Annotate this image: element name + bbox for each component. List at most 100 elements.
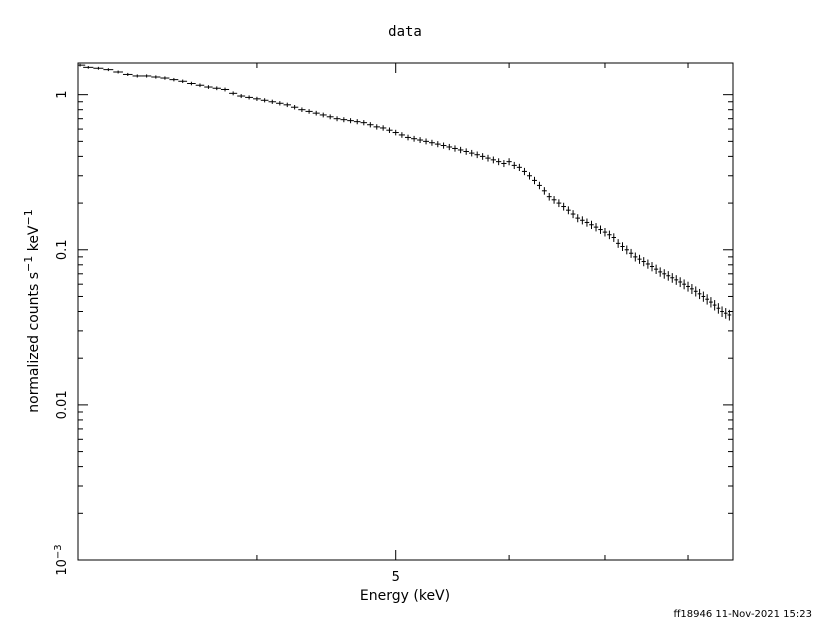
data-point [620,242,625,252]
data-point [83,65,94,69]
data-point [113,70,123,74]
footer-stamp: ff18946 11-Nov-2021 15:23 [673,609,812,620]
data-point [169,77,179,82]
data-point [283,102,291,108]
data-point [479,153,486,160]
data-point [220,87,230,92]
data-point [598,225,603,234]
data-point [398,132,405,138]
data-point [584,218,590,227]
data-point [709,297,713,308]
data-point [212,86,221,91]
data-point [654,264,659,274]
data-point [641,257,646,267]
data-point [237,94,246,99]
data-point [602,227,608,237]
data-point [682,279,687,290]
data-point [122,72,133,76]
data-point [103,68,114,72]
data-point [575,214,581,223]
data-point [516,163,522,172]
data-point [446,143,453,151]
data-point [429,139,435,146]
data-point [260,98,269,103]
y-axis-label-mid: keV [26,225,42,256]
data-point [305,109,313,114]
data-point [78,63,86,67]
data-point [187,81,196,86]
data-point [204,85,213,89]
data-point [434,141,441,148]
data-point [496,158,502,166]
data-point [727,309,732,321]
data-point [440,142,447,149]
data-point [511,161,517,170]
y-tick-label: 0.1 [55,239,70,260]
data-point [580,216,585,225]
data-point [551,196,557,204]
data-point [556,199,562,208]
axis-ticks: 1 0.1 0.01 10−3 5 [53,63,733,585]
data-point [268,99,277,104]
data-point [697,288,702,300]
data-point [506,158,512,166]
x-tick-label: 5 [392,570,400,585]
data-point [333,116,341,122]
data-point [93,66,104,70]
data-point [526,172,532,180]
y-tick-label: 1 [55,91,70,99]
data-point [141,74,152,78]
data-point [705,294,710,305]
data-point [353,119,361,125]
data-point [245,95,254,100]
data-point [347,118,354,124]
data-point [649,262,655,272]
data-point [379,125,387,131]
data-point [373,124,380,130]
data-point [570,210,576,219]
data-point [490,156,497,164]
chart-title: data [388,24,422,40]
data-point [670,273,675,283]
data-point [546,192,552,201]
data-point [611,233,616,242]
data-point [392,129,399,136]
data-point [689,284,694,295]
data-point [340,117,348,123]
data-point [701,291,706,302]
data-point [686,281,690,292]
data-point [229,91,238,96]
data-point [716,303,721,314]
y-tick-label: 10−3 [53,544,70,575]
data-point [411,135,418,142]
data-point [160,76,170,80]
y-axis-label-sup1: −1 [22,256,35,272]
data-point [607,230,612,240]
data-point [720,306,724,317]
data-point [417,137,424,144]
data-point [485,154,491,162]
data-point [566,206,571,215]
data-point [712,300,717,311]
data-points [78,63,732,321]
data-point [276,101,284,106]
data-point [658,267,663,277]
data-point [178,79,188,84]
y-axis-label-sup2: −1 [22,209,35,225]
data-point [628,248,634,258]
data-point [319,112,327,118]
data-point [151,75,161,79]
data-point [132,74,142,78]
data-point [645,259,650,269]
data-point [662,269,667,279]
y-tick-label: 0.01 [55,390,70,419]
y-axis-label-base: normalized counts s [26,272,42,413]
data-point [633,252,638,262]
data-point [404,134,412,141]
data-point [457,146,464,154]
data-point [367,122,374,128]
data-point [674,275,679,285]
data-point [195,83,205,88]
x-axis-label: Energy (keV) [360,588,450,604]
